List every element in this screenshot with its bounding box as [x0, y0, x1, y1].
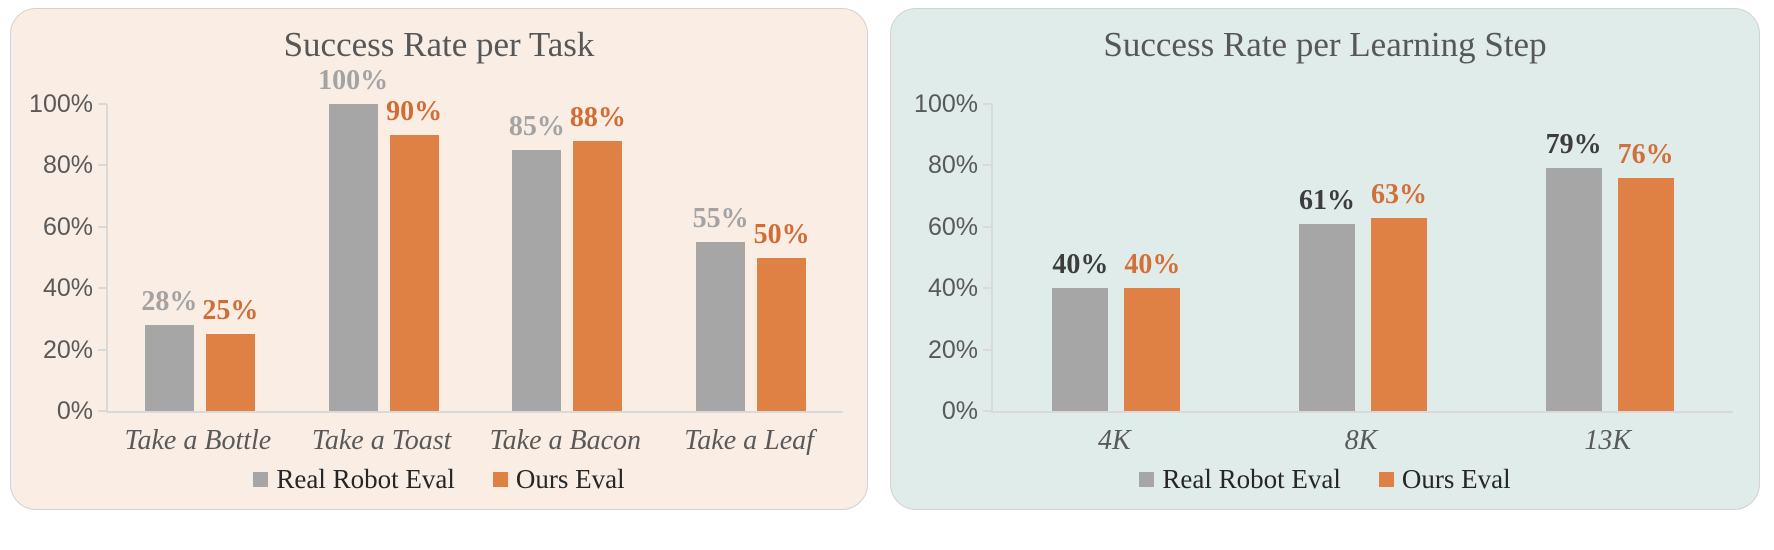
value-label: 79% — [1545, 129, 1602, 161]
category-label: 13K — [1584, 425, 1632, 456]
legend-item: Ours Eval — [1378, 464, 1511, 495]
bar-group: 61% 63% — [1240, 104, 1487, 411]
y-axis-tick-label: 100% — [29, 90, 93, 118]
y-axis-tick-mark — [98, 287, 107, 290]
y-axis-tick-mark — [983, 287, 992, 290]
bar-group: 40% 40% — [993, 104, 1240, 411]
bar-real-robot-eval: 28% — [141, 286, 197, 411]
y-axis-tick-mark — [98, 225, 107, 228]
value-label: 61% — [1299, 184, 1355, 216]
chart-title: Success Rate per Task — [283, 25, 595, 64]
y-axis-tick-mark — [983, 164, 992, 167]
y-axis-tick-mark — [98, 103, 107, 105]
y-axis-tick-mark — [983, 103, 992, 105]
legend-label: Ours Eval — [1401, 464, 1511, 494]
value-label: 100% — [318, 65, 389, 96]
x-axis-labels: 4K 8K 13K — [991, 425, 1731, 457]
bar-group: 79% 76% — [1486, 104, 1733, 411]
bar-real-robot-eval: 55% — [693, 203, 749, 411]
value-label: 50% — [753, 218, 810, 250]
chart-title: Success Rate per Learning Step — [1103, 25, 1547, 64]
value-label: 55% — [692, 203, 749, 235]
y-axis-tick-mark — [98, 410, 107, 412]
y-axis-tick-label: 40% — [927, 274, 978, 303]
legend: Real Robot Eval Ours Eval — [891, 464, 1759, 495]
y-axis-tick-label: 0% — [941, 397, 978, 425]
legend-label: Real Robot Eval — [276, 464, 455, 494]
y-axis-tick-mark — [983, 410, 992, 412]
y-axis-tick-mark — [98, 164, 107, 167]
y-axis-tick-label: 80% — [42, 151, 93, 180]
bar-ours-eval: 76% — [1617, 139, 1674, 411]
legend-label: Real Robot Eval — [1162, 464, 1341, 494]
bar-ours-eval: 40% — [1124, 249, 1181, 411]
value-label: 28% — [141, 286, 198, 318]
value-label: 63% — [1371, 178, 1427, 210]
bar-group: 55% 50% — [659, 104, 843, 411]
category-label: 4K — [1097, 425, 1131, 456]
category-label: Take a Bacon — [489, 425, 642, 456]
value-label: 90% — [386, 95, 443, 127]
bar-ours-eval: 63% — [1371, 179, 1427, 411]
y-axis-tick-label: 20% — [42, 335, 93, 364]
y-axis-tick-mark — [983, 225, 992, 228]
y-axis-tick-label: 40% — [42, 274, 93, 303]
bar-real-robot-eval: 100% — [318, 65, 388, 411]
legend-swatch-icon — [1139, 472, 1155, 487]
bar-real-robot-eval: 61% — [1299, 185, 1355, 411]
category-label: 8K — [1344, 425, 1378, 456]
bar-group: 28% 25% — [108, 104, 292, 411]
y-axis-tick-mark — [983, 348, 992, 351]
value-label: 40% — [1124, 249, 1181, 281]
bar-real-robot-eval: 79% — [1545, 129, 1602, 411]
success-rate-per-learning-step-panel: Success Rate per Learning Step 0% 20% 40% 6… — [890, 8, 1760, 510]
value-label: 76% — [1617, 138, 1674, 170]
y-axis-tick-label: 60% — [927, 212, 978, 241]
bar-group: 85% 88% — [476, 102, 660, 411]
y-axis-tick-label: 60% — [42, 212, 93, 241]
task-chart-plot-area: 28% 25% 100% 90% 85% 88% 55% 50% — [98, 65, 843, 413]
bar-real-robot-eval: 85% — [509, 111, 565, 411]
value-label: 40% — [1052, 249, 1109, 281]
bar-ours-eval: 88% — [570, 102, 626, 411]
legend-swatch-icon — [492, 472, 508, 487]
bar-real-robot-eval: 40% — [1052, 249, 1109, 411]
success-rate-per-task-panel: Success Rate per Task 0% 20% 40% 60% 80% 100%… — [10, 8, 868, 510]
legend-swatch-icon — [1378, 472, 1394, 487]
learning-step-chart-plot-area: 40% 40% 61% 63% 79% 76% — [983, 103, 1733, 413]
category-label: Take a Toast — [311, 425, 452, 456]
y-axis-labels: 0% 20% 40% 60% 80% 100% — [891, 91, 978, 424]
category-label: Take a Leaf — [684, 425, 814, 456]
value-label: 85% — [508, 111, 565, 143]
y-axis-labels: 0% 20% 40% 60% 80% 100% — [11, 91, 93, 424]
x-axis-labels: Take a Bottle Take a Toast Take a Bacon Tak… — [106, 425, 841, 457]
legend-item: Real Robot Eval — [253, 464, 455, 495]
legend-label: Ours Eval — [515, 464, 625, 494]
y-axis-tick-mark — [98, 348, 107, 351]
legend: Real Robot Eval Ours Eval — [11, 464, 867, 495]
y-axis-tick-label: 0% — [56, 397, 93, 425]
value-label: 25% — [202, 295, 259, 327]
y-axis-tick-label: 20% — [927, 335, 978, 364]
legend-item: Ours Eval — [492, 464, 625, 495]
legend-item: Real Robot Eval — [1139, 464, 1341, 495]
bar-ours-eval: 25% — [202, 295, 258, 411]
category-label: Take a Bottle — [124, 425, 272, 456]
bar-ours-eval: 50% — [754, 219, 810, 411]
legend-swatch-icon — [253, 472, 269, 487]
y-axis-tick-label: 100% — [914, 90, 978, 118]
bar-ours-eval: 90% — [386, 96, 442, 411]
value-label: 88% — [569, 101, 626, 133]
bar-group: 100% 90% — [292, 65, 476, 411]
y-axis-tick-label: 80% — [927, 151, 978, 180]
